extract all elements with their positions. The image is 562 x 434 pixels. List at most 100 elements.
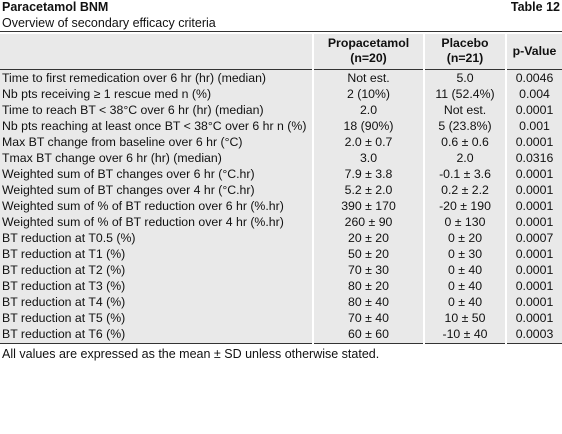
column-header: Placebo (n=21) — [423, 34, 506, 70]
row-label: Weighted sum of % of BT reduction over 6… — [2, 199, 284, 213]
table-label: Table 12 — [510, 0, 560, 14]
cell: 20 ± 20 — [312, 230, 424, 246]
cell: 260 ± 90 — [312, 214, 424, 230]
cell: 0.0001 — [505, 294, 562, 310]
cell: 0 ± 40 — [423, 262, 506, 278]
cell: 0.0046 — [505, 69, 562, 86]
row-label: BT reduction at T4 (%) — [2, 295, 126, 309]
cell: 0.0001 — [505, 134, 562, 150]
row-label: BT reduction at T5 (%) — [2, 311, 126, 325]
column-n: (n=21) — [446, 51, 484, 65]
cell: 0.004 — [505, 86, 562, 102]
cell: 18 (90%) — [312, 118, 424, 134]
row-label: Weighted sum of BT changes over 6 hr (°C… — [2, 167, 255, 181]
row-label: Weighted sum of BT changes over 4 hr (°C… — [2, 183, 255, 197]
table-row: BT reduction at T5 (%) 70 ± 40 10 ± 50 0.00… — [0, 310, 562, 326]
table-row: Weighted sum of % of BT reduction over 4… — [0, 214, 562, 230]
table: Propacetamol (n=20) Placebo (n=21) p-Value T… — [0, 34, 562, 344]
table-row: Nb pts receiving ≥ 1 rescue med n (%) 2 (… — [0, 86, 562, 102]
column-name: p-Value — [512, 43, 557, 58]
column-name: Placebo — [441, 36, 489, 50]
cell: 60 ± 60 — [312, 326, 424, 344]
row-label: Nb pts receiving ≥ 1 rescue med n (%) — [2, 87, 212, 101]
column-header — [0, 34, 313, 70]
row-label: BT reduction at T1 (%) — [2, 247, 126, 261]
table-row: Weighted sum of BT changes over 4 hr (°C… — [0, 182, 562, 198]
cell: 0.0001 — [505, 278, 562, 294]
cell: 7.9 ± 3.8 — [312, 166, 424, 182]
table-row: Nb pts reaching at least once BT < 38°C … — [0, 118, 562, 134]
row-label: BT reduction at T0.5 (%) — [2, 231, 136, 245]
cell: 0.0316 — [505, 150, 562, 166]
column-header: p-Value — [505, 34, 562, 70]
table-row: BT reduction at T4 (%) 80 ± 40 0 ± 40 0.000… — [0, 294, 562, 310]
cell: 0.0003 — [505, 326, 562, 344]
cell: 70 ± 40 — [312, 310, 424, 326]
table-row: Time to first remedication over 6 hr (hr… — [0, 69, 562, 86]
table-row: BT reduction at T2 (%) 70 ± 30 0 ± 40 0.000… — [0, 262, 562, 278]
cell: 2.0 — [312, 102, 424, 118]
header: Paracetamol BNM Table 12 — [0, 0, 562, 15]
row-label: BT reduction at T2 (%) — [2, 263, 126, 277]
table-row: Time to reach BT < 38°C over 6 hr (hr) (… — [0, 102, 562, 118]
cell: 0.001 — [505, 118, 562, 134]
column-name: Propacetamol — [327, 36, 410, 50]
cell: -0.1 ± 3.6 — [423, 166, 506, 182]
table-row: BT reduction at T3 (%) 80 ± 20 0 ± 40 0.000… — [0, 278, 562, 294]
cell: Not est. — [312, 69, 424, 86]
table-row: BT reduction at T6 (%) 60 ± 60 -10 ± 40 0.0… — [0, 326, 562, 344]
cell: 0 ± 30 — [423, 246, 506, 262]
cell: 0.0007 — [505, 230, 562, 246]
cell: 5.0 — [423, 69, 506, 86]
cell: 2.0 ± 0.7 — [312, 134, 424, 150]
table-row: BT reduction at T1 (%) 50 ± 20 0 ± 30 0.000… — [0, 246, 562, 262]
cell: 0.0001 — [505, 198, 562, 214]
cell: 2 (10%) — [312, 86, 424, 102]
cell: -20 ± 190 — [423, 198, 506, 214]
cell: 3.0 — [312, 150, 424, 166]
row-label: Tmax BT change over 6 hr (hr) (median) — [2, 151, 222, 165]
cell: 70 ± 30 — [312, 262, 424, 278]
column-header: Propacetamol (n=20) — [312, 34, 424, 70]
row-label: BT reduction at T6 (%) — [0, 326, 313, 344]
row-label: Max BT change from baseline over 6 hr (°… — [2, 135, 243, 149]
cell: 0 ± 40 — [423, 294, 506, 310]
cell: 0.0001 — [505, 102, 562, 118]
row-label: Weighted sum of % of BT reduction over 4… — [2, 215, 284, 229]
cell: 0.0001 — [505, 262, 562, 278]
cell: 50 ± 20 — [312, 246, 424, 262]
cell: 0.0001 — [505, 166, 562, 182]
cell: 11 (52.4%) — [423, 86, 506, 102]
table-row: Weighted sum of BT changes over 6 hr (°C… — [0, 166, 562, 182]
subtitle: Overview of secondary efficacy criteria — [0, 15, 562, 32]
cell: 0 ± 20 — [423, 230, 506, 246]
cell: 10 ± 50 — [423, 310, 506, 326]
title: Paracetamol BNM — [2, 0, 109, 14]
table-row: Weighted sum of % of BT reduction over 6… — [0, 198, 562, 214]
cell: 0.0001 — [505, 214, 562, 230]
cell: 0.2 ± 2.2 — [423, 182, 506, 198]
cell: 0.0001 — [505, 310, 562, 326]
cell: 5 (23.8%) — [423, 118, 506, 134]
column-n: (n=20) — [350, 51, 387, 65]
cell: 2.0 — [423, 150, 506, 166]
footnote: All values are expressed as the mean ± S… — [2, 347, 380, 361]
cell: 0.0001 — [505, 246, 562, 262]
cell: 5.2 ± 2.0 — [312, 182, 424, 198]
header-row: Propacetamol (n=20) Placebo (n=21) p-Value — [0, 34, 562, 70]
cell: 0 ± 40 — [423, 278, 506, 294]
cell: 0 ± 130 — [423, 214, 506, 230]
table-row: Tmax BT change over 6 hr (hr) (median) 3.… — [0, 150, 562, 166]
row-label: BT reduction at T3 (%) — [2, 279, 126, 293]
row-label: Time to reach BT < 38°C over 6 hr (hr) (… — [2, 103, 264, 117]
table-body: Time to first remedication over 6 hr (hr… — [0, 69, 562, 344]
cell: 80 ± 20 — [312, 278, 424, 294]
cell: 80 ± 40 — [312, 294, 424, 310]
table-row: Max BT change from baseline over 6 hr (°… — [0, 134, 562, 150]
row-label: Time to first remedication over 6 hr (hr… — [2, 71, 267, 85]
cell: Not est. — [423, 102, 506, 118]
row-label: Nb pts reaching at least once BT < 38°C … — [2, 119, 307, 133]
cell: 390 ± 170 — [312, 198, 424, 214]
cell: 0.0001 — [505, 182, 562, 198]
